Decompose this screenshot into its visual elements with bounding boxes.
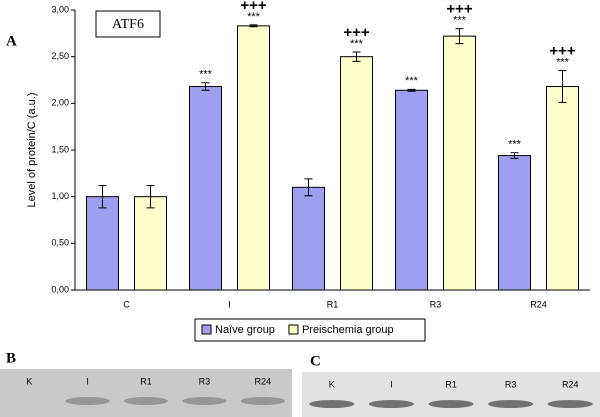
significance-label: *** (350, 38, 364, 50)
x-tick-label: R3 (430, 299, 442, 309)
error-bar (352, 51, 361, 62)
bar (189, 86, 222, 291)
panel-label: C (310, 353, 321, 369)
chart-title: ATF6 (112, 17, 144, 32)
title-box (95, 10, 161, 38)
lane-label: K (26, 376, 32, 386)
y-tick-label: 1,00 (51, 191, 69, 201)
x-tick-label: I (228, 299, 231, 309)
bar (443, 35, 476, 291)
y-tick-label: 0,00 (51, 284, 69, 294)
panel-label: A (6, 33, 17, 49)
panel-label: B (6, 350, 16, 366)
significance-label: *** (405, 75, 419, 87)
lane-label: R3 (505, 379, 517, 389)
lane-label: R1 (140, 376, 152, 386)
y-tick-label: 3,00 (51, 4, 69, 14)
blot-band (547, 400, 593, 408)
bar (86, 196, 119, 291)
lane-label: I (390, 379, 393, 389)
error-bar (201, 82, 210, 91)
blot-band (240, 397, 285, 405)
bar (340, 56, 373, 291)
error-bar (146, 184, 155, 209)
error-bar (304, 178, 313, 197)
significance-label: *** (508, 139, 522, 151)
significance-label: *** (453, 15, 467, 27)
blot-band (182, 397, 227, 405)
blot-band (487, 400, 534, 408)
significance-marker: +++ (446, 1, 473, 18)
blot-band (309, 400, 355, 408)
significance-marker: +++ (343, 24, 370, 41)
lane-label: R24 (562, 379, 579, 389)
blot-band (428, 400, 474, 408)
y-tick-label: 1,50 (51, 144, 69, 154)
blot-band (368, 400, 415, 408)
significance-marker: +++ (240, 0, 267, 14)
bar (292, 186, 325, 291)
lane-label: R24 (255, 376, 272, 386)
legend-swatch (201, 324, 212, 335)
error-bar (558, 70, 567, 103)
blot-band (65, 397, 110, 405)
error-bar (407, 88, 416, 92)
y-tick-label: 2,50 (51, 51, 69, 61)
blot-band (123, 397, 169, 405)
blot-image (0, 369, 292, 417)
legend-box (194, 318, 426, 342)
y-axis-label: Level of protein/C (a.u.) (26, 93, 38, 208)
bar (395, 89, 428, 291)
bar (237, 25, 270, 291)
error-bar (455, 28, 464, 45)
error-bar (98, 184, 107, 209)
x-tick-label: R24 (530, 299, 547, 309)
y-tick-label: 2,00 (51, 98, 69, 108)
legend-label: Preischemia group (302, 324, 394, 336)
lane-label: I (86, 376, 89, 386)
legend-swatch (288, 324, 299, 335)
legend-label: Naïve group (215, 324, 275, 336)
significance-marker: +++ (549, 43, 576, 60)
bar (498, 155, 531, 291)
error-bar (249, 24, 258, 28)
lane-label: K (329, 379, 335, 389)
blot-image (302, 372, 600, 417)
y-tick-label: 0,50 (51, 238, 69, 248)
error-bar (510, 152, 519, 159)
bar (134, 196, 167, 291)
lane-label: R1 (445, 379, 457, 389)
lane-label: R3 (199, 376, 211, 386)
x-tick-label: R1 (327, 299, 339, 309)
significance-label: *** (199, 69, 213, 81)
bar (546, 86, 579, 291)
significance-label: *** (247, 11, 261, 23)
x-tick-label: C (123, 299, 130, 309)
significance-label: *** (556, 57, 570, 69)
